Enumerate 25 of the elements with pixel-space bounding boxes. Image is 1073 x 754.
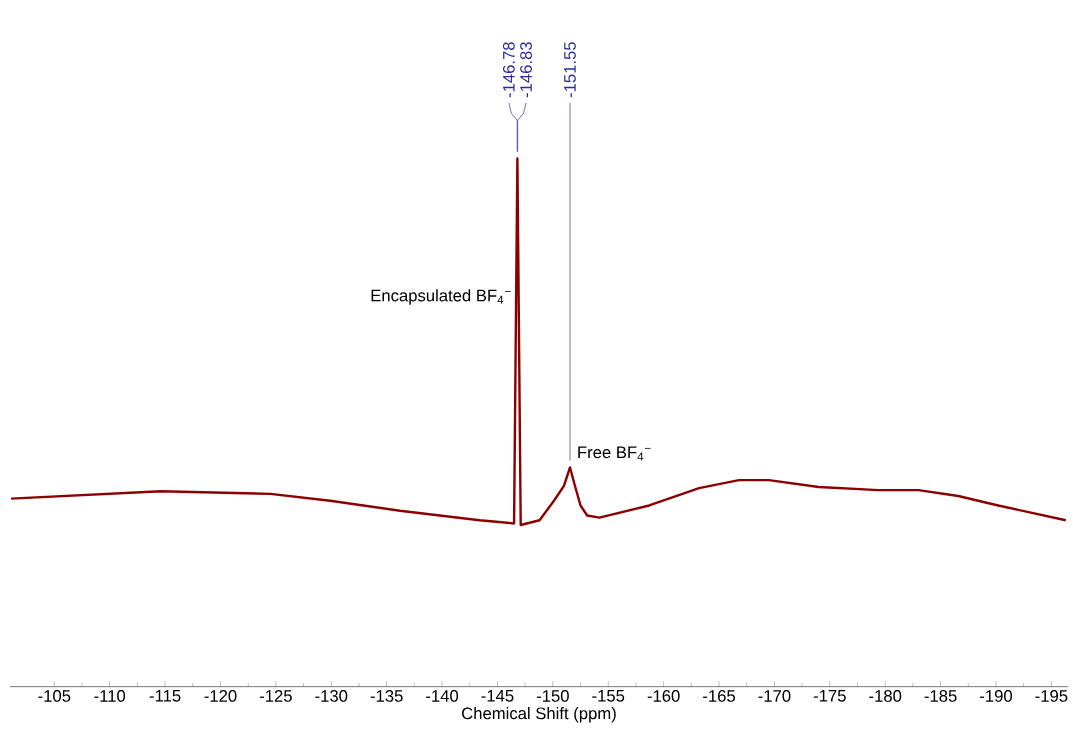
- x-tick-label: -120: [204, 690, 237, 702]
- x-tick-label: -180: [869, 690, 902, 702]
- x-tick-label: -140: [426, 690, 459, 702]
- x-tick-label: -165: [703, 690, 735, 702]
- x-tick-label: -185: [924, 690, 957, 702]
- annotation: Encapsulated BF$_{4}$−: [371, 289, 511, 305]
- x-tick-label: -110: [94, 690, 126, 702]
- x-tick-label: -115: [149, 690, 181, 702]
- x-tick-label: -155: [592, 690, 625, 702]
- x-axis-title: Chemical Shift (ppm): [462, 706, 616, 723]
- x-tick-label: -190: [980, 690, 1013, 702]
- x-tick-label: -130: [315, 690, 348, 702]
- annotation: -151.55: [564, 42, 576, 98]
- x-tick-label: -160: [647, 690, 680, 702]
- annotation: -146.78: [502, 42, 515, 98]
- x-tick-label: -195: [1035, 690, 1068, 702]
- x-tick-label: -175: [813, 690, 846, 702]
- x-tick-label: -125: [259, 690, 292, 702]
- x-tick-label: -145: [481, 690, 514, 702]
- x-tick-label: -135: [370, 690, 403, 702]
- x-tick-label: -105: [38, 690, 71, 702]
- annotation: Free BF$_{4}$−: [578, 446, 651, 461]
- x-tick-label: -150: [536, 690, 569, 702]
- annotation: -146.83: [520, 42, 532, 98]
- x-tick-label: -170: [758, 690, 791, 702]
